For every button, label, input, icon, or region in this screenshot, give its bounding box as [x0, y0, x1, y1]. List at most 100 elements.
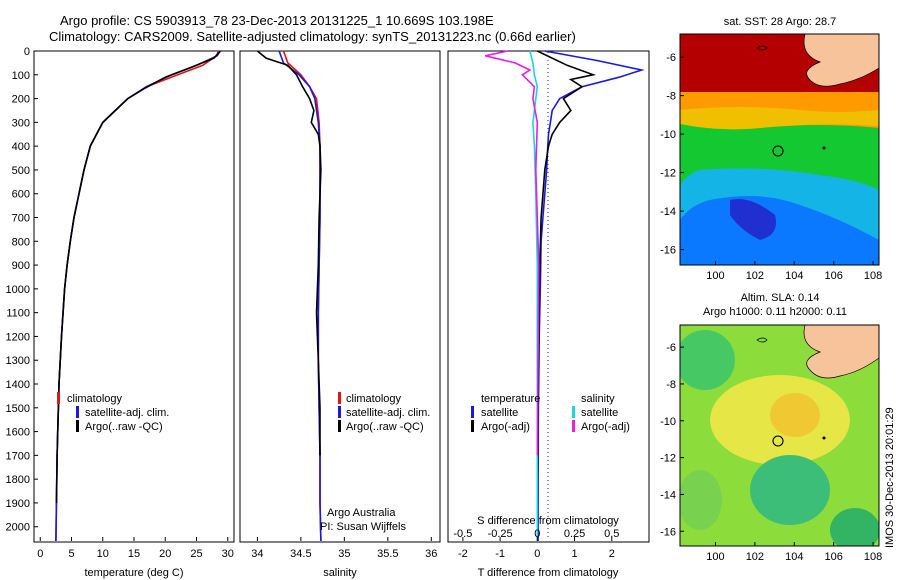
- legend-swatch-temp-argo: [471, 420, 474, 432]
- x-tick-label: 35: [338, 548, 350, 560]
- x-tick-label: 34: [251, 548, 263, 560]
- sst-map-frame: [679, 33, 880, 266]
- legend-swatch-argo: [338, 420, 341, 432]
- salinity-xlabel: salinity: [323, 567, 357, 579]
- sla-map-subtitle: Argo h1000: 0.11 h2000: 0.11: [703, 306, 847, 318]
- y-tick-label: 800: [12, 236, 30, 248]
- difference-x2label: S difference from climatology: [477, 515, 619, 527]
- series-line-temperature-argo-adj-: [536, 50, 597, 503]
- figure-title-line1: Argo profile: CS 5903913_78 23-Dec-2013 …: [60, 13, 494, 28]
- x-tick-label: 0: [37, 548, 43, 560]
- map-x-tick-label: 106: [825, 270, 843, 282]
- salinity-annotation-pi: PI: Susan Wijffels: [320, 521, 406, 533]
- difference-xlabel: T difference from climatology: [478, 567, 619, 579]
- legend-label-argo: Argo(..raw -QC): [346, 421, 424, 433]
- x-tick-label: 15: [128, 548, 140, 560]
- y-tick-label: 1300: [6, 355, 30, 367]
- x-tick-label: 30: [222, 548, 234, 560]
- legend-title-salinity: salinity: [581, 393, 615, 405]
- temperature-yticks: 0 100 200 300 400 500 600 700 800 900 1000 1100 1200…: [6, 46, 38, 534]
- sla-map-image: [680, 325, 879, 546]
- y-tick-label: 400: [12, 141, 30, 153]
- map-y-tick-label: -8: [666, 379, 676, 391]
- sst-map-title: sat. SST: 28 Argo: 28.7: [724, 16, 837, 28]
- series-line-salinity-argo-adj-: [485, 50, 540, 456]
- legend-swatch-sal-argo: [572, 420, 575, 432]
- series-line-argo-raw-qc-: [55, 50, 221, 503]
- y-tick-label: 300: [12, 117, 30, 129]
- y-tick-label: 1200: [6, 331, 30, 343]
- map-y-tick-label: -6: [666, 52, 676, 64]
- legend-swatch-satellite: [338, 406, 341, 418]
- series-line-argo-raw-qc-: [256, 50, 322, 456]
- map-y-tick-label: -16: [660, 245, 676, 257]
- sla-map-xticks: 100 102 104 106 108: [706, 542, 882, 563]
- temperature-xticks: 0 5 10 15 20 25 30: [37, 537, 234, 560]
- x-tick-label: 35.5: [377, 548, 398, 560]
- x-tick-label: 10: [97, 548, 109, 560]
- difference-panel: -2 -1 0 1 2 -0.5 -0.25 0 0.25 0.5 temperature sa…: [447, 50, 650, 579]
- y-tick-label: 700: [12, 213, 30, 225]
- y-tick-label: 500: [12, 165, 30, 177]
- x-tick-label: -2: [458, 548, 468, 560]
- y-tick-label: 0: [24, 46, 30, 58]
- legend-swatch-satellite: [76, 406, 79, 418]
- map-x-tick-label: 102: [746, 270, 764, 282]
- salinity-axes-frame: [239, 50, 441, 543]
- temperature-series-group: [55, 50, 221, 542]
- map-x-tick-label: 104: [785, 270, 803, 282]
- legend-swatch-argo: [76, 420, 79, 432]
- x2-tick-label: -0.25: [488, 528, 513, 540]
- x-tick-label: 2: [609, 548, 615, 560]
- sst-map-yticks: -6 -8 -10 -12 -14 -16: [660, 52, 684, 257]
- sst-argo-marker: [772, 145, 784, 157]
- y-tick-label: 1700: [6, 450, 30, 462]
- legend-swatch-climatology: [338, 392, 341, 404]
- y-tick-label: 1100: [6, 308, 30, 320]
- y-tick-label: 600: [12, 189, 30, 201]
- map-y-tick-label: -12: [660, 453, 676, 465]
- map-x-tick-label: 108: [864, 551, 882, 563]
- series-line-salinity-satellite: [529, 50, 539, 541]
- x-tick-label: 25: [190, 548, 202, 560]
- sla-map-frame: [679, 324, 880, 547]
- temperature-panel: 0 5 10 15 20 25 30 0 100 200 300 400 500 600 700 800 90…: [6, 46, 235, 579]
- legend-label-climatology: climatology: [346, 393, 402, 405]
- difference-legend: temperature satellite Argo(-adj) salinit…: [471, 393, 630, 433]
- x2-tick-label: 0: [534, 528, 540, 540]
- sst-map-panel: sat. SST: 28 Argo: 28.7 100 102 104 106 108 …: [660, 16, 882, 282]
- y-tick-label: 1500: [6, 403, 30, 415]
- x2-tick-label: 0.25: [564, 528, 585, 540]
- map-x-tick-label: 100: [706, 551, 724, 563]
- salinity-xticks: 34 34.5 35 35.5 36: [251, 537, 437, 560]
- map-y-tick-label: -12: [660, 168, 676, 180]
- legend-label-sal-argo: Argo(-adj): [581, 421, 630, 433]
- y-tick-label: 1600: [6, 427, 30, 439]
- y-tick-label: 2000: [6, 522, 30, 534]
- map-x-tick-label: 106: [825, 551, 843, 563]
- legend-label-satellite: satellite-adj. clim.: [85, 407, 169, 419]
- map-y-tick-label: -10: [660, 129, 676, 141]
- map-y-tick-label: -14: [660, 206, 676, 218]
- map-y-tick-label: -14: [660, 489, 676, 501]
- sla-map-yticks: -6 -8 -10 -12 -14 -16: [660, 342, 684, 538]
- x-tick-label: 0: [534, 548, 540, 560]
- legend-swatch-sal-satellite: [572, 406, 575, 418]
- salinity-legend: climatology satellite-adj. clim. Argo(..…: [338, 392, 430, 433]
- map-y-tick-label: -6: [666, 342, 676, 354]
- sst-map-image: [680, 34, 879, 265]
- figure-title-line2: Climatology: CARS2009. Satellite-adjuste…: [49, 29, 576, 44]
- x-tick-label: -1: [495, 548, 505, 560]
- y-tick-label: 1900: [6, 498, 30, 510]
- map-x-tick-label: 108: [864, 270, 882, 282]
- y-tick-label: 100: [12, 70, 30, 82]
- x2-tick-label: 0.5: [604, 528, 619, 540]
- map-x-tick-label: 102: [746, 551, 764, 563]
- temperature-xlabel: temperature (deg C): [84, 567, 183, 579]
- difference-xticks: -2 -1 0 1 2: [458, 537, 615, 560]
- imos-timestamp: IMOS 30-Dec-2013 20:01:29: [884, 407, 896, 548]
- difference-series-group: [485, 50, 645, 541]
- salinity-series-group: [256, 50, 322, 542]
- x-tick-label: 5: [68, 548, 74, 560]
- sst-map-xticks: 100 102 104 106 108: [706, 261, 882, 282]
